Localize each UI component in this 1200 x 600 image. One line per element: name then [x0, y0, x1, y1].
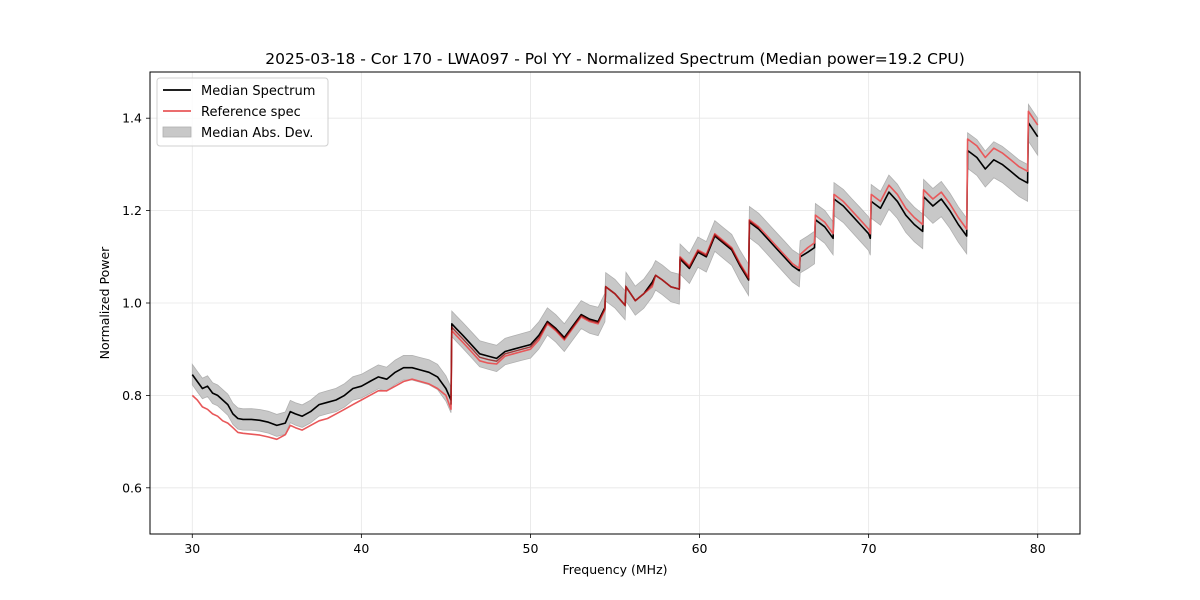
mad-band-area: [191, 103, 1039, 437]
y-tick-label: 1.2: [122, 203, 142, 218]
x-axis: 30 40 50 60 70 80: [184, 534, 1046, 556]
x-axis-label: Frequency (MHz): [562, 562, 667, 577]
x-tick-label: 60: [692, 541, 708, 556]
y-axis-label: Normalized Power: [97, 246, 112, 360]
median-spectrum-line: [191, 122, 1039, 427]
overlap-line: [450, 219, 760, 405]
legend: Median Spectrum Reference spec Median Ab…: [156, 77, 329, 147]
y-tick-label: 1.0: [122, 296, 142, 311]
y-tick-label: 0.8: [122, 388, 142, 403]
y-tick-label: 0.6: [122, 480, 142, 495]
x-tick-label: 80: [1030, 541, 1046, 556]
x-tick-label: 50: [523, 541, 539, 556]
x-tick-label: 70: [861, 541, 877, 556]
legend-box: [156, 77, 329, 147]
chart-title: 2025-03-18 - Cor 170 - LWA097 - Pol YY -…: [265, 50, 965, 68]
legend-label-mad: Median Abs. Dev.: [201, 126, 313, 141]
legend-label-median: Median Spectrum: [201, 84, 315, 99]
mad-band: [191, 103, 1039, 437]
legend-label-reference: Reference spec: [201, 105, 301, 120]
x-tick-label: 40: [353, 541, 369, 556]
x-tick-label: 30: [184, 541, 200, 556]
y-axis: 0.6 0.8 1.0 1.2 1.4: [122, 111, 150, 495]
y-tick-label: 1.4: [122, 111, 142, 126]
reference-spec-line: [191, 110, 1039, 441]
series-lines: [191, 110, 1039, 441]
legend-swatch-mad: [162, 126, 192, 138]
